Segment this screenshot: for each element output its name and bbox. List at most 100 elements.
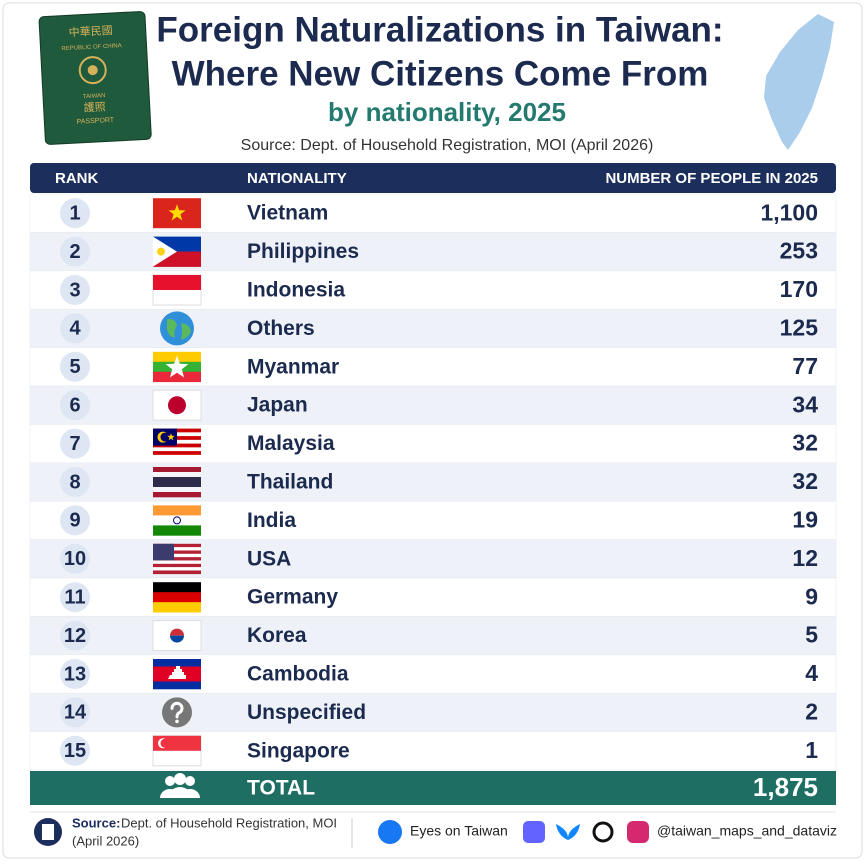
rank-badge: [60, 543, 90, 574]
nationality: Thailand: [247, 471, 333, 494]
facebook-icon[interactable]: [378, 820, 402, 844]
table-row: 11 Germany 9: [29, 577, 837, 617]
flag: [153, 505, 201, 536]
rank-badge: [60, 351, 90, 382]
flag-stripe: [153, 477, 201, 483]
rank-badge: [60, 198, 90, 229]
people-count: 19: [792, 506, 818, 532]
rank: 11: [64, 586, 85, 608]
column-header: RANK: [55, 170, 98, 187]
nationality: Japan: [247, 394, 308, 417]
table-row: 13 Cambodia 4: [29, 654, 837, 694]
table-row: 8 Thailand 32: [29, 462, 837, 502]
footer-source-label: Source:: [72, 815, 120, 830]
flag-stripe: [153, 592, 201, 603]
flag-stripe: [153, 582, 201, 593]
rank-badge: [60, 735, 90, 766]
table-row: 14 Unspecified 2: [29, 692, 837, 732]
rank-badge: [60, 236, 90, 267]
passport-text: 護照: [83, 99, 106, 114]
passport: 中華民國 REPUBLIC OF CHINA TAIWAN 護照 PASSPOR…: [38, 11, 152, 145]
flag-stripe: [153, 487, 201, 493]
unknown-icon: [162, 697, 192, 728]
row-background: [29, 270, 837, 310]
rank: 12: [64, 625, 86, 647]
flag-star: [168, 204, 186, 221]
flag-stripe: [153, 371, 201, 383]
table-row: 3 Indonesia 170: [29, 270, 837, 310]
flag-stripe: [153, 467, 201, 473]
flag-stripe: [153, 659, 201, 667]
flag-stripe: [153, 454, 201, 459]
globe-land: [167, 319, 191, 340]
flag: [153, 582, 201, 613]
table-row: 15 Singapore 1: [29, 731, 837, 771]
mastodon-icon[interactable]: [523, 821, 545, 843]
nationality: Korea: [247, 624, 307, 647]
threads-icon[interactable]: [592, 821, 614, 843]
person-body: [160, 787, 200, 798]
flag-stripe: [153, 525, 201, 536]
person: [185, 776, 195, 786]
nationality: Myanmar: [247, 355, 339, 378]
people-count: 125: [780, 314, 819, 340]
flag: [152, 274, 202, 306]
table-row: 1 Vietnam 1,100: [29, 193, 837, 233]
flag-crescent-cut: [160, 738, 170, 748]
total-value: 1,875: [753, 772, 818, 802]
row-background: [29, 424, 837, 464]
flag-stripe: [153, 275, 201, 290]
people-count: 253: [780, 238, 818, 264]
footer-source: (April 2026): [72, 833, 139, 848]
table-row: 4 Others 125: [29, 308, 837, 348]
flag-stripe: [153, 550, 201, 555]
rank-badge: [60, 697, 90, 728]
flag: [153, 428, 201, 459]
row-background: [29, 500, 837, 540]
people-count: 2: [805, 698, 818, 724]
passport-text: PASSPORT: [77, 117, 116, 126]
people-count: 4: [805, 660, 818, 686]
title: Where New Citizens Come From: [172, 54, 709, 93]
rank: 8: [69, 471, 80, 493]
table-row: 12 Korea 5: [29, 616, 837, 656]
people-count: 170: [780, 276, 818, 302]
flag-stripe: [153, 543, 201, 548]
flag-stripe: [153, 515, 201, 526]
total-row: [30, 771, 836, 805]
table-row: 7 Malaysia 32: [29, 424, 837, 464]
nationality: Cambodia: [247, 663, 349, 686]
row-background: [29, 347, 837, 387]
rank-badge: [60, 390, 90, 421]
nationality: Germany: [247, 586, 338, 609]
flag: [153, 351, 201, 383]
title: Foreign Naturalizations in Taiwan:: [156, 10, 723, 49]
nationality: Unspecified: [247, 701, 366, 724]
rank: 6: [69, 394, 80, 416]
instagram-icon[interactable]: [627, 821, 649, 843]
people-count: 1: [805, 737, 818, 763]
rank: 4: [69, 318, 81, 340]
handle[interactable]: @taiwan_maps_and_dataviz: [657, 823, 837, 839]
people-count: 32: [792, 468, 818, 494]
flag-stripe: [153, 602, 201, 613]
rank: 14: [64, 702, 87, 724]
table-header: [30, 163, 836, 193]
row-background: [29, 654, 837, 694]
flag-taeguk-bottom: [170, 635, 184, 643]
flag: [152, 735, 202, 767]
nationality: Others: [247, 317, 315, 340]
flag-stripe: [153, 547, 201, 551]
facebook-name[interactable]: Eyes on Taiwan: [410, 823, 508, 839]
row-background: [29, 539, 837, 579]
people-count: 12: [792, 545, 818, 571]
rank-badge: [60, 467, 90, 497]
source: Source: Dept. of Household Registration,…: [241, 137, 654, 154]
rank: 13: [64, 663, 86, 685]
rank: 15: [64, 740, 86, 762]
bluesky-icon[interactable]: [556, 824, 580, 840]
people-count: 9: [805, 583, 818, 609]
table-row: 6 Japan 34: [29, 385, 837, 425]
flag-star: [167, 433, 175, 441]
